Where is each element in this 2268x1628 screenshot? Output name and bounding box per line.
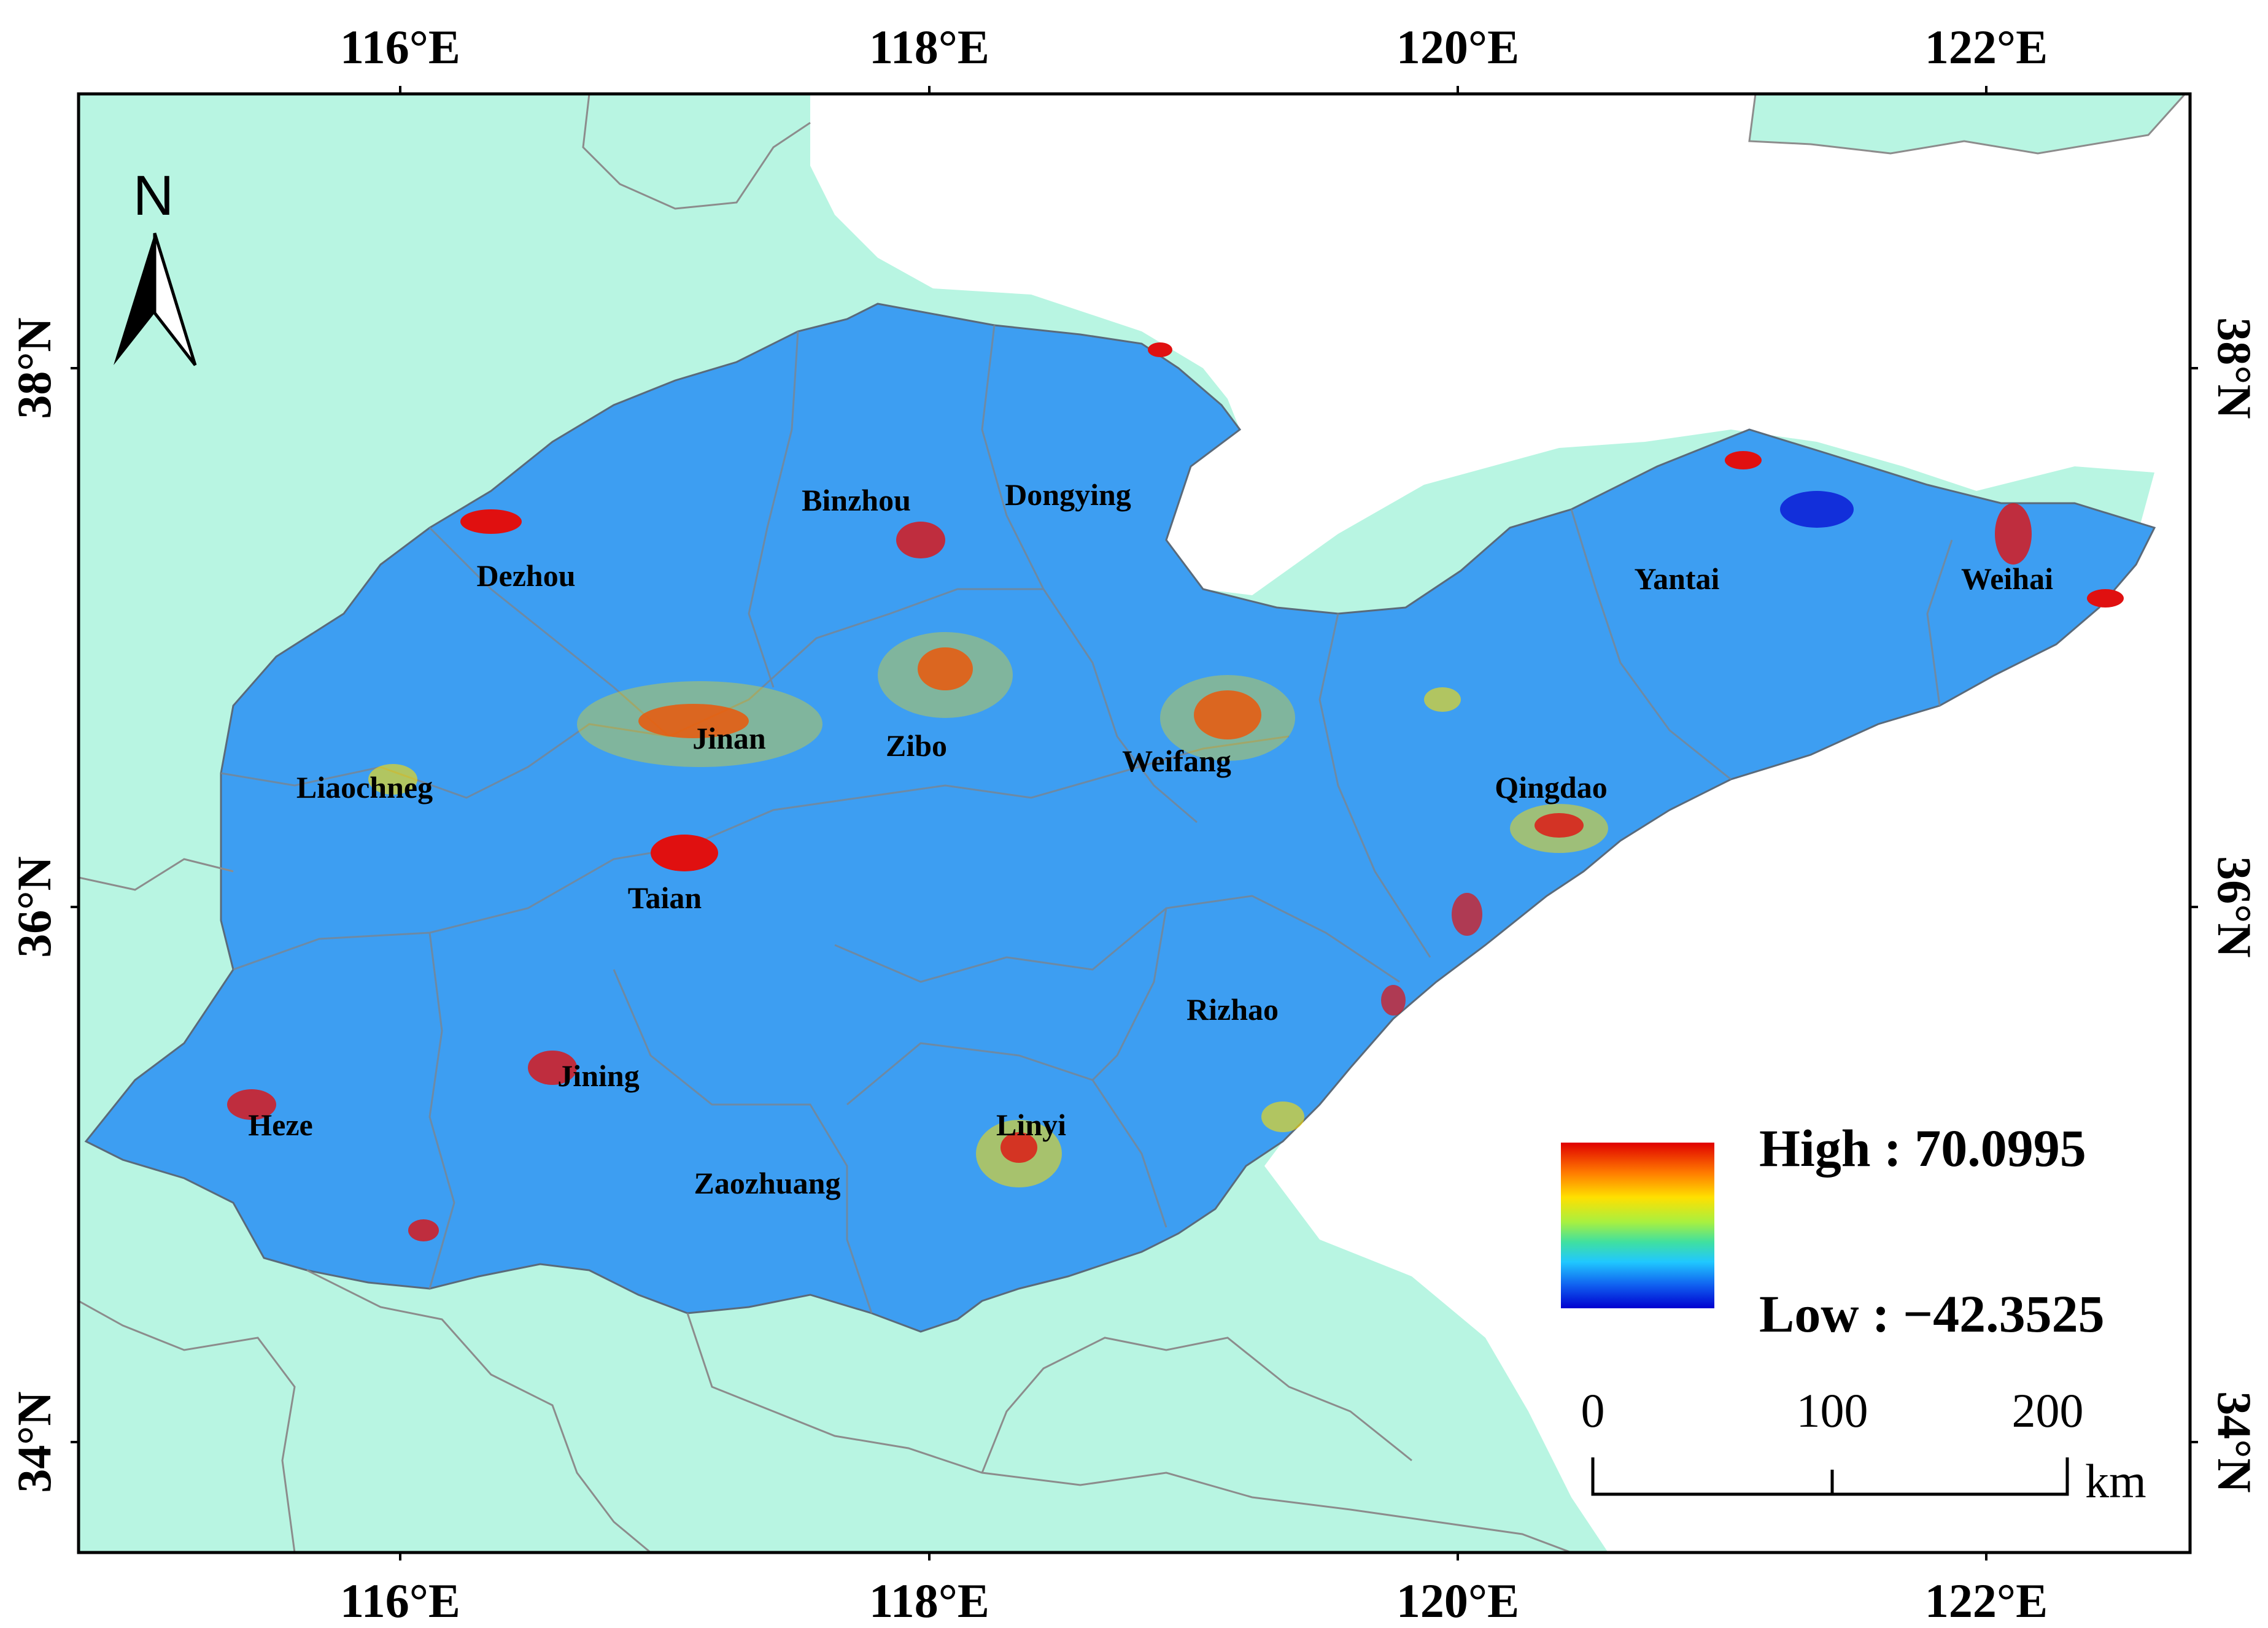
city-label-weifang: Weifang xyxy=(1122,744,1231,778)
hotspot-weifang-glow xyxy=(1160,675,1295,761)
admin-borders xyxy=(79,94,1572,1553)
hotspot-weihai-2 xyxy=(2087,589,2124,608)
urban-hotspots xyxy=(227,342,2124,1241)
scale-unit: km xyxy=(2085,1454,2146,1508)
right-tick-label: 38°N xyxy=(2208,317,2261,419)
left-tick-label: 38°N xyxy=(7,317,61,419)
hotspot-taian xyxy=(651,835,718,871)
city-label-liaocheng: Liaochneg xyxy=(296,770,433,804)
top-tick-labels: 116°E 118°E 120°E 122°E xyxy=(340,20,2048,74)
top-tick-label: 122°E xyxy=(1925,20,2048,74)
hotspot-heze xyxy=(227,1089,276,1120)
city-label-dongying: Dongying xyxy=(1005,477,1131,512)
top-tick-label: 118°E xyxy=(869,20,989,74)
left-tick-labels: 38°N 36°N 34°N xyxy=(7,317,61,1493)
top-tick-label: 116°E xyxy=(340,20,460,74)
bottom-tick-labels: 116°E 118°E 120°E 122°E xyxy=(340,1574,2048,1627)
scale-bar-line xyxy=(1591,1457,2069,1496)
hotspot-binzhou xyxy=(896,522,945,558)
scale-tick-200: 200 xyxy=(2012,1384,2084,1437)
legend: High : 70.0995 Low : −42.3525 xyxy=(1561,1119,2105,1343)
map-frame xyxy=(79,94,2190,1553)
north-arrow-icon xyxy=(114,233,197,366)
hotspot-yantai xyxy=(1780,491,1854,528)
hotspot-linyi-core xyxy=(1000,1132,1037,1163)
hotspot-zibo-glow xyxy=(878,632,1013,718)
legend-color-ramp xyxy=(1561,1143,1714,1308)
shandong-province xyxy=(84,303,2156,1333)
hotspot-laiyang xyxy=(1424,687,1461,712)
city-label-heze: Heze xyxy=(248,1108,312,1142)
hotspot-liaocheng xyxy=(368,764,417,795)
scale-bar: 0 100 200 km xyxy=(1581,1384,2146,1508)
hotspot-dongying xyxy=(1148,342,1172,357)
north-arrow: N xyxy=(114,164,197,366)
hotspot-dezhou xyxy=(460,509,522,534)
city-label-qingdao: Qingdao xyxy=(1495,770,1607,804)
hotspot-jining xyxy=(528,1051,577,1085)
city-label-zaozhuang: Zaozhuang xyxy=(694,1166,841,1200)
hotspot-coast xyxy=(1381,985,1406,1016)
hotspot-jinan-glow xyxy=(577,681,822,767)
hotspot-rizhao xyxy=(1452,893,1482,936)
hotspot-weifang xyxy=(1194,690,1261,739)
city-label-binzhou: Binzhou xyxy=(802,483,911,517)
city-label-jinan: Jinan xyxy=(692,721,766,755)
hotspot-jinan xyxy=(638,704,749,738)
hotspot-yantai-red xyxy=(1725,451,1762,469)
city-label-taian: Taian xyxy=(628,881,702,915)
north-label: N xyxy=(133,164,174,227)
legend-low-label: Low : −42.3525 xyxy=(1759,1284,2105,1343)
hotspot-zaozhuang xyxy=(408,1219,439,1241)
city-label-jining: Jining xyxy=(557,1059,639,1093)
top-tick-label: 120°E xyxy=(1396,20,1519,74)
scale-tick-0: 0 xyxy=(1581,1384,1605,1437)
city-borders xyxy=(220,325,1953,1314)
bottom-tick-label: 116°E xyxy=(340,1574,460,1627)
island xyxy=(1748,94,2187,155)
hotspot-weihai xyxy=(1995,503,2032,565)
map-border xyxy=(77,92,2192,1554)
city-label-yantai: Yantai xyxy=(1635,561,1720,596)
bottom-tick-label: 120°E xyxy=(1396,1574,1519,1627)
legend-high-label: High : 70.0995 xyxy=(1759,1119,2086,1178)
right-tick-label: 34°N xyxy=(2208,1391,2261,1493)
right-tick-labels: 38°N 36°N 34°N xyxy=(2208,317,2261,1493)
hotspot-zibo xyxy=(918,647,973,690)
city-label-zibo: Zibo xyxy=(886,728,947,763)
bottom-tick-label: 118°E xyxy=(869,1574,989,1627)
left-tick-label: 36°N xyxy=(7,856,61,958)
sea xyxy=(810,94,2190,1553)
city-label-rizhao: Rizhao xyxy=(1186,992,1279,1027)
left-tick-label: 34°N xyxy=(7,1391,61,1493)
bottom-tick-label: 122°E xyxy=(1925,1574,2048,1627)
hotspot-rizhao-2 xyxy=(1261,1101,1304,1132)
right-tick-label: 36°N xyxy=(2208,856,2261,958)
tick-marks xyxy=(71,86,2198,1560)
city-label-dezhou: Dezhou xyxy=(476,558,575,593)
city-label-weihai: Weihai xyxy=(1961,561,2053,596)
scale-tick-100: 100 xyxy=(1797,1384,1868,1437)
city-label-linyi: Linyi xyxy=(996,1108,1066,1142)
city-labels: Binzhou Dongying Dezhou Yantai Weihai Ji… xyxy=(248,477,2053,1200)
hotspot-qingdao-core xyxy=(1535,813,1584,838)
